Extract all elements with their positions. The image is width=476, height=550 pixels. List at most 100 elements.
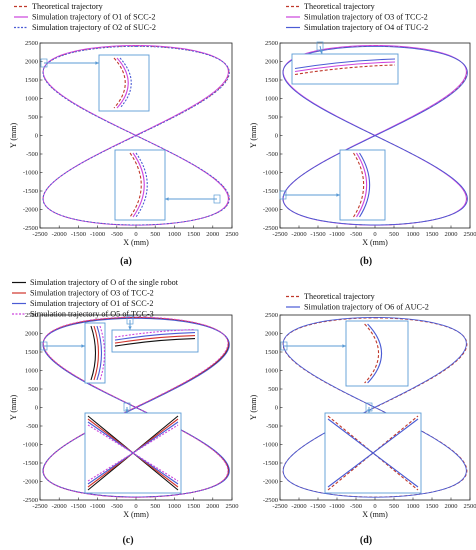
y-tick-label: 2500 [25,312,38,319]
y-tick-label: -2500 [263,225,278,232]
panel-2: -2500 -2000 -1500 -1000 -500 0 500 1000 1500 2000… [249,2,476,267]
inset-trace [327,415,419,491]
x-tick-label: -500 [350,231,362,238]
inset-trace [114,338,196,347]
panel-label: (b) [360,256,372,267]
x-axis-label: X (mm) [123,510,149,519]
x-tick-label: -1500 [71,503,86,510]
y-tick-label: -2000 [263,479,278,486]
panel-label: (d) [360,535,372,546]
inset-box [291,53,399,85]
x-tick-label: 1500 [426,503,439,510]
y-tick-label: 500 [268,114,278,121]
legend-entry: Theoretical trajectory [304,292,376,301]
inset-trace [87,424,179,482]
y-tick-label: 1000 [265,368,278,375]
inset-trace [294,61,396,73]
x-axis-label: X (mm) [123,238,149,247]
y-tick-label: 1500 [25,349,38,356]
y-tick-label: 2500 [25,40,38,47]
y-tick-label: 1000 [25,96,38,103]
x-tick-label: 1000 [168,231,181,238]
legend-entry: Simulation trajectory of O of the single… [30,278,179,287]
y-tick-label: -2500 [263,497,278,504]
y-tick-label: -500 [266,423,278,430]
inset-arrowhead [342,344,346,348]
zoom-inset-4-2 [324,402,422,494]
x-tick-label: 2000 [206,231,219,238]
series-line-3 [282,45,468,226]
x-tick-label: 1000 [407,503,420,510]
x-tick-label: -1000 [90,231,105,238]
x-tick-label: 2500 [226,503,239,510]
zoom-inset-2-1 [291,41,399,85]
y-axis-label: Y (mm) [9,395,18,421]
inset-trace [113,57,126,109]
inset-trace [364,323,379,384]
x-tick-label: -1000 [329,231,344,238]
x-tick-label: -1500 [310,503,325,510]
inset-source-marker [316,41,324,51]
x-tick-label: -1500 [310,231,325,238]
y-tick-label: -1000 [263,170,278,177]
y-tick-label: -1500 [23,188,38,195]
zoom-inset-4-1 [280,320,409,387]
inset-trace [119,57,132,109]
x-tick-label: 2500 [464,231,476,238]
inset-box [345,320,409,387]
legend-entry: Simulation trajectory of O3 of TCC-2 [30,289,154,298]
inset-trace [114,329,196,338]
inset-arrowhead [81,344,85,348]
x-tick-label: 500 [150,503,160,510]
inset-trace [132,152,145,218]
series-line-3 [42,317,230,498]
x-tick-label: 500 [389,231,399,238]
y-axis-label: Y (mm) [9,123,18,149]
x-tick-label: 1000 [407,231,420,238]
y-tick-label: -1000 [23,442,38,449]
y-tick-label: 500 [268,386,278,393]
inset-trace [116,57,129,109]
y-tick-label: -1000 [23,170,38,177]
y-tick-label: -2000 [263,207,278,214]
x-tick-label: -2000 [291,503,306,510]
inset-arrowhead [128,326,132,330]
inset-trace [294,64,396,76]
y-tick-label: 1000 [25,368,38,375]
legend-entry: Simulation trajectory of O3 of TCC-2 [304,13,428,22]
x-tick-label: -500 [111,231,123,238]
y-tick-label: -2000 [23,207,38,214]
legend-entry: Simulation trajectory of O4 of TUC-2 [304,23,428,32]
y-tick-label: -500 [26,151,38,158]
panel-1: -2500 -2000 -1500 -1000 -500 0 500 1000 1500 2000… [9,2,239,267]
x-tick-label: 2500 [226,231,239,238]
x-tick-label: 2000 [445,231,458,238]
legend-entry: Theoretical trajectory [32,2,104,11]
x-tick-label: -1500 [71,231,86,238]
y-tick-label: 2500 [265,40,278,47]
zoom-inset-3-3 [84,402,182,494]
zoom-inset-3-2 [111,315,199,353]
zoom-inset-3-1 [40,322,106,384]
y-tick-label: 0 [275,405,278,412]
x-tick-label: -2500 [32,503,47,510]
series-line-3 [42,45,230,226]
inset-arrowhead [95,61,99,65]
panel-4: -2500 -2000 -1500 -1000 -500 0 500 1000 1500 2000… [249,292,476,546]
x-tick-label: 0 [134,503,137,510]
x-tick-label: -500 [111,503,123,510]
inset-box [339,149,386,221]
y-tick-label: -1500 [23,460,38,467]
y-tick-label: 1500 [25,77,38,84]
x-tick-label: 2000 [445,503,458,510]
inset-arrowhead [165,197,169,201]
inset-arrowhead [336,193,340,197]
legend-entry: Simulation trajectory of O6 of AUC-2 [304,303,429,312]
y-tick-label: 2500 [265,312,278,319]
x-tick-label: 1500 [187,503,200,510]
y-tick-label: -2500 [23,497,38,504]
x-tick-label: 2000 [206,503,219,510]
x-tick-label: 0 [134,231,137,238]
y-axis-label: Y (mm) [249,123,258,149]
